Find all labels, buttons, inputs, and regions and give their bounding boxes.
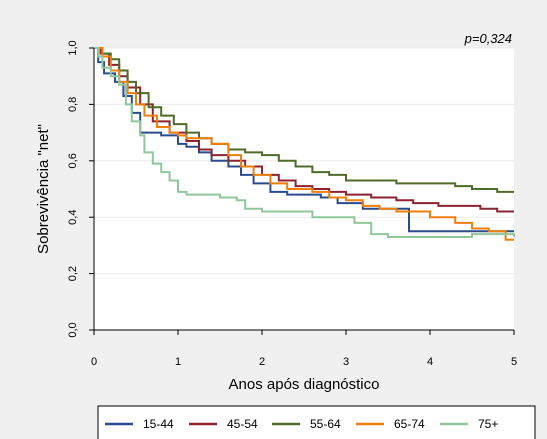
series-layer: [94, 47, 515, 241]
x-axis-title: Anos após diagnóstico: [229, 376, 380, 393]
legend: 15-44 45-54 55-64 65-74 75+: [105, 417, 498, 431]
x-tick-label: 2: [259, 356, 265, 368]
x-tick-label: 4: [427, 356, 433, 368]
series-line-45-54: [94, 47, 514, 213]
legend-label: 65-74: [394, 417, 425, 431]
y-tick-label: 0,8: [67, 97, 79, 112]
series-line-55-64: [94, 47, 514, 193]
y-tick-label: 0,2: [67, 266, 79, 281]
x-tick-label: 5: [511, 356, 517, 368]
y-tick-label: 0,0: [67, 322, 79, 337]
series-line-15-44: [94, 47, 514, 233]
gridlines: [94, 47, 514, 275]
y-tick-label: 0,6: [67, 153, 79, 168]
series-line-65-74: [94, 47, 514, 241]
x-tick-label: 0: [91, 356, 97, 368]
y-ticks: 0,0 0,2 0,4 0,6 0,8 1,0: [67, 40, 94, 338]
p-value-annotation: p=0,324: [464, 31, 512, 46]
y-tick-label: 1,0: [67, 40, 79, 55]
x-tick-label: 3: [343, 356, 349, 368]
legend-box: [97, 405, 536, 439]
legend-label: 15-44: [143, 417, 174, 431]
legend-label: 75+: [478, 417, 498, 431]
x-ticks: 0 1 2 3 4 5: [91, 330, 517, 368]
legend-label: 45-54: [227, 417, 258, 431]
y-tick-label: 0,4: [67, 210, 79, 225]
legend-label: 55-64: [310, 417, 341, 431]
series-line-75+: [94, 47, 515, 238]
y-axis-title: Sobrevivência "net": [35, 124, 52, 254]
x-tick-label: 1: [175, 356, 181, 368]
